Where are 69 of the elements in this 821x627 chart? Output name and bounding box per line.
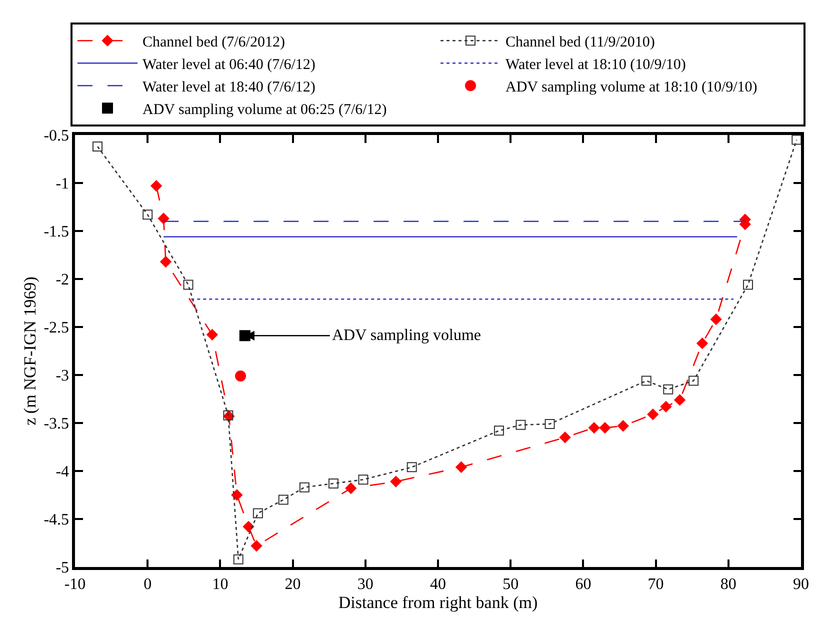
- x-tick-label: 50: [502, 576, 519, 593]
- point: [358, 474, 368, 485]
- point: [516, 420, 526, 430]
- point: [242, 520, 254, 533]
- point: [743, 280, 753, 290]
- y-tick-label: -1.5: [44, 224, 70, 241]
- point: [710, 313, 722, 326]
- point: [390, 476, 402, 488]
- legend-label: Water level at 06:40 (7/6/12): [142, 56, 316, 73]
- point: [688, 376, 699, 386]
- point: [278, 494, 288, 505]
- point: [231, 489, 243, 501]
- point: [183, 280, 194, 290]
- legend-label: Water level at 18:40 (7/6/12): [142, 79, 316, 96]
- x-tick-label: 60: [575, 576, 592, 593]
- y-tick-label: -3.5: [44, 416, 70, 433]
- y-tick-label: -0.5: [44, 128, 70, 145]
- point: [660, 400, 672, 413]
- legend-label: Water level at 18:10 (10/9/10): [506, 56, 686, 73]
- point: [696, 337, 708, 350]
- legend-label: Channel bed (7/6/2012): [142, 34, 285, 50]
- y-tick-label: -5: [56, 560, 70, 577]
- legend-label: ADV sampling volume at 06:25 (7/6/12): [142, 102, 387, 118]
- x-tick-label: 30: [357, 576, 374, 593]
- y-tick-label: -4: [56, 464, 70, 481]
- x-tick-label: 10: [212, 576, 228, 593]
- y-tick-label: -3: [56, 368, 70, 385]
- annotation: ADV sampling volume: [332, 327, 482, 344]
- point: [252, 508, 263, 518]
- x-tick-label: 80: [720, 576, 736, 593]
- y-tick-label: -2: [56, 272, 70, 289]
- point: [160, 256, 172, 268]
- point: [92, 142, 103, 152]
- point: [599, 422, 611, 434]
- point: [142, 210, 153, 220]
- point: [345, 482, 357, 494]
- x-tick-label: 20: [284, 576, 301, 593]
- point: [494, 426, 504, 436]
- point: [663, 384, 674, 394]
- point: [233, 554, 244, 564]
- x-tick-label: 0: [144, 576, 152, 593]
- point: [328, 478, 338, 488]
- point: [588, 422, 600, 434]
- y-tick-label: -2.5: [44, 320, 70, 337]
- point: [299, 482, 310, 492]
- point: [250, 540, 262, 552]
- point: [150, 180, 162, 192]
- point: [455, 461, 468, 474]
- point: [647, 408, 659, 420]
- point: [158, 212, 170, 224]
- point: [544, 418, 555, 429]
- point: [235, 370, 246, 382]
- x-tick-label: 90: [793, 576, 809, 593]
- point: [674, 394, 686, 406]
- point: [617, 420, 629, 432]
- x-axis-title: Distance from right bank (m): [338, 592, 538, 612]
- y-tick-label: -1: [56, 176, 70, 193]
- x-tick-label: 70: [648, 576, 664, 593]
- legend-label: ADV sampling volume at 18:10 (10/9/10): [506, 79, 758, 96]
- y-tick-label: -4.5: [44, 512, 70, 529]
- y-axis-title: z (m NGF-IGN 1969): [20, 276, 40, 426]
- legend-label: Channel bed (11/9/2010): [506, 34, 655, 50]
- point: [559, 432, 571, 444]
- x-tick-label: 40: [430, 576, 446, 593]
- point: [206, 328, 218, 341]
- point: [792, 135, 801, 145]
- point: [641, 376, 652, 386]
- point: [406, 462, 417, 472]
- x-tick-label: -10: [64, 576, 86, 593]
